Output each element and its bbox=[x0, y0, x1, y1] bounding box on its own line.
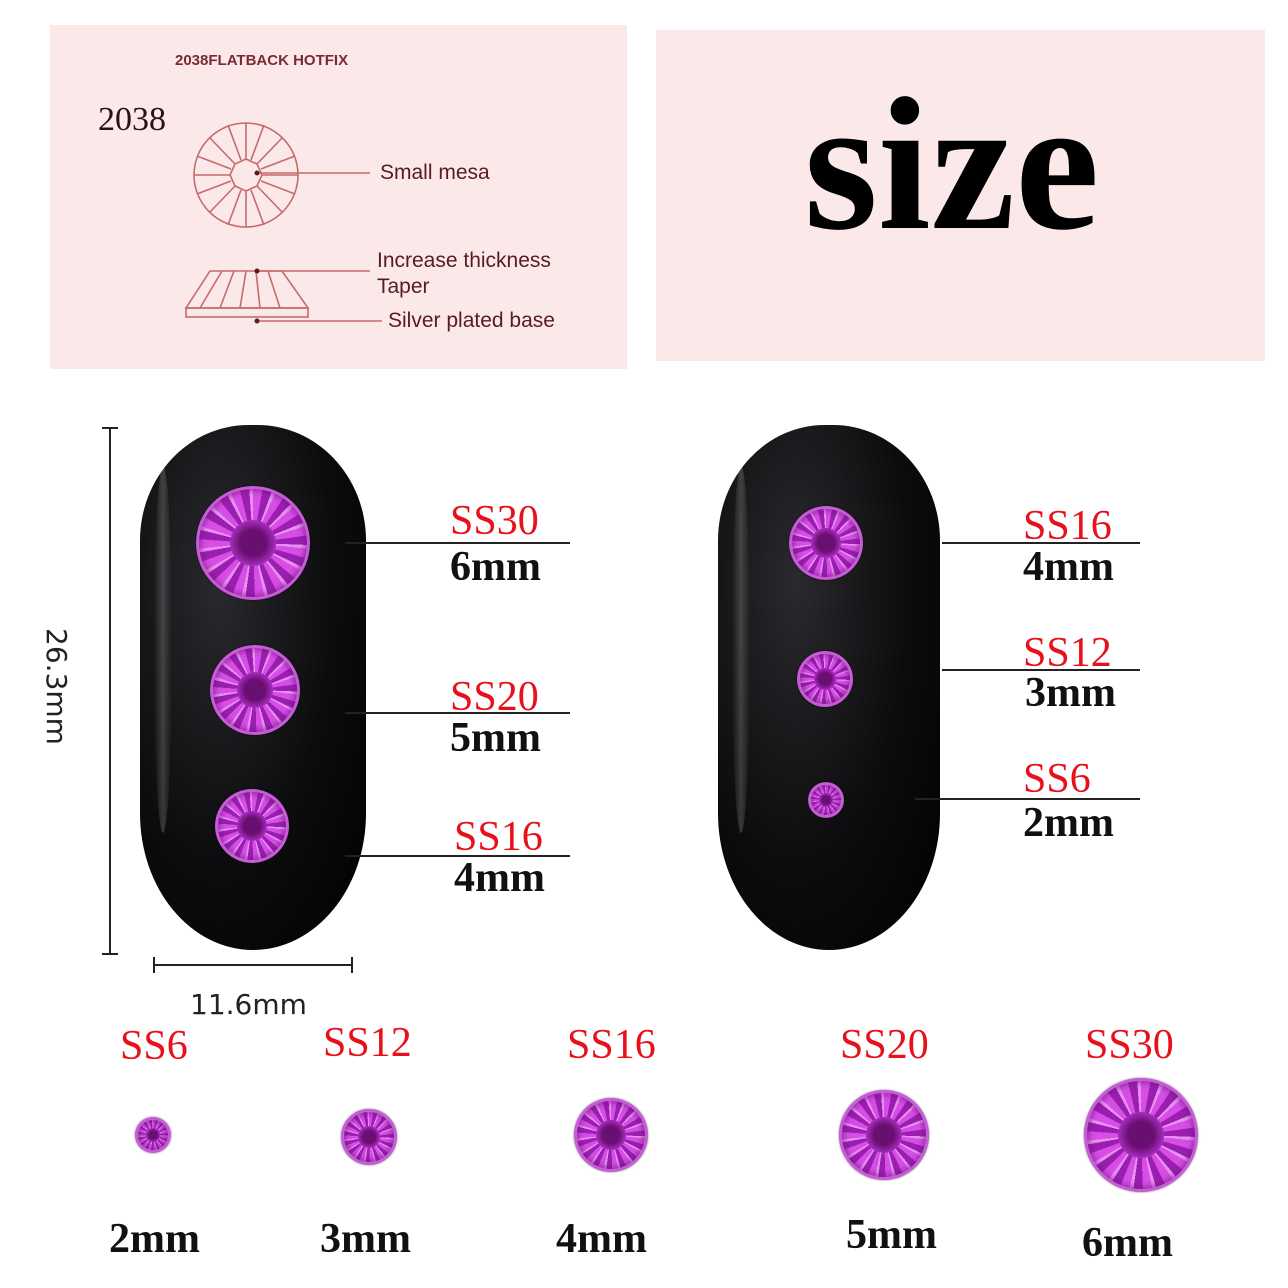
leader-line bbox=[942, 669, 1140, 671]
rhinestone-ss30 bbox=[196, 486, 310, 600]
leader-line bbox=[345, 542, 570, 544]
row-code-5: SS30 bbox=[1085, 1022, 1174, 1068]
rhinestone-ss16 bbox=[215, 789, 289, 863]
row-size-5: 6mm bbox=[1082, 1220, 1173, 1266]
left-size-1: 6mm bbox=[450, 544, 541, 590]
right-code-1: SS16 bbox=[1023, 503, 1112, 549]
rhinestone-ss6 bbox=[808, 782, 844, 818]
nail-height-label: 26.3mm bbox=[39, 628, 73, 745]
leader-line bbox=[345, 855, 570, 857]
width-ruler bbox=[153, 964, 353, 966]
nail-width-label: 11.6mm bbox=[190, 988, 307, 1021]
ruler-tick bbox=[102, 427, 118, 429]
ruler-tick bbox=[102, 953, 118, 955]
left-code-1: SS30 bbox=[450, 498, 539, 544]
rhinestone-2mm bbox=[135, 1117, 171, 1153]
right-code-3: SS6 bbox=[1023, 756, 1091, 802]
row-size-4: 5mm bbox=[846, 1212, 937, 1258]
row-code-4: SS20 bbox=[840, 1022, 929, 1068]
label-taper: Taper bbox=[377, 275, 430, 298]
rhinestone-ss16 bbox=[789, 506, 863, 580]
label-silver-base: Silver plated base bbox=[388, 309, 555, 332]
rhinestone-diagram bbox=[184, 122, 382, 324]
left-size-2: 5mm bbox=[450, 715, 541, 761]
row-code-3: SS16 bbox=[567, 1022, 656, 1068]
left-code-2: SS20 bbox=[450, 674, 539, 720]
left-size-3: 4mm bbox=[454, 855, 545, 901]
rhinestone-ss12 bbox=[797, 651, 853, 707]
rhinestone-6mm bbox=[1084, 1078, 1198, 1192]
right-size-1: 4mm bbox=[1023, 544, 1114, 590]
diagram-header: 2038FLATBACK HOTFIX bbox=[175, 52, 349, 69]
title-size: size bbox=[804, 60, 1100, 270]
rhinestone-5mm bbox=[839, 1090, 929, 1180]
title-panel: size bbox=[656, 30, 1265, 361]
leader-line bbox=[345, 712, 570, 714]
height-ruler bbox=[109, 427, 111, 955]
row-size-3: 4mm bbox=[556, 1216, 647, 1262]
diagram-panel: 2038FLATBACK HOTFIX 2038 bbox=[50, 25, 627, 369]
rhinestone-4mm bbox=[574, 1098, 648, 1172]
ruler-tick bbox=[153, 957, 155, 973]
row-code-1: SS6 bbox=[120, 1023, 188, 1069]
right-size-2: 3mm bbox=[1025, 670, 1116, 716]
label-small-mesa: Small mesa bbox=[380, 161, 490, 184]
model-number: 2038 bbox=[98, 101, 166, 138]
label-increase-thickness: Increase thickness bbox=[377, 249, 551, 272]
right-code-2: SS12 bbox=[1023, 630, 1112, 676]
row-size-2: 3mm bbox=[320, 1216, 411, 1262]
ruler-tick bbox=[351, 957, 353, 973]
right-size-3: 2mm bbox=[1023, 800, 1114, 846]
left-code-3: SS16 bbox=[454, 814, 543, 860]
leader-line bbox=[942, 542, 1140, 544]
rhinestone-3mm bbox=[341, 1109, 397, 1165]
row-code-2: SS12 bbox=[323, 1020, 412, 1066]
leader-line bbox=[915, 798, 1140, 800]
row-size-1: 2mm bbox=[109, 1216, 200, 1262]
rhinestone-ss20 bbox=[210, 645, 300, 735]
